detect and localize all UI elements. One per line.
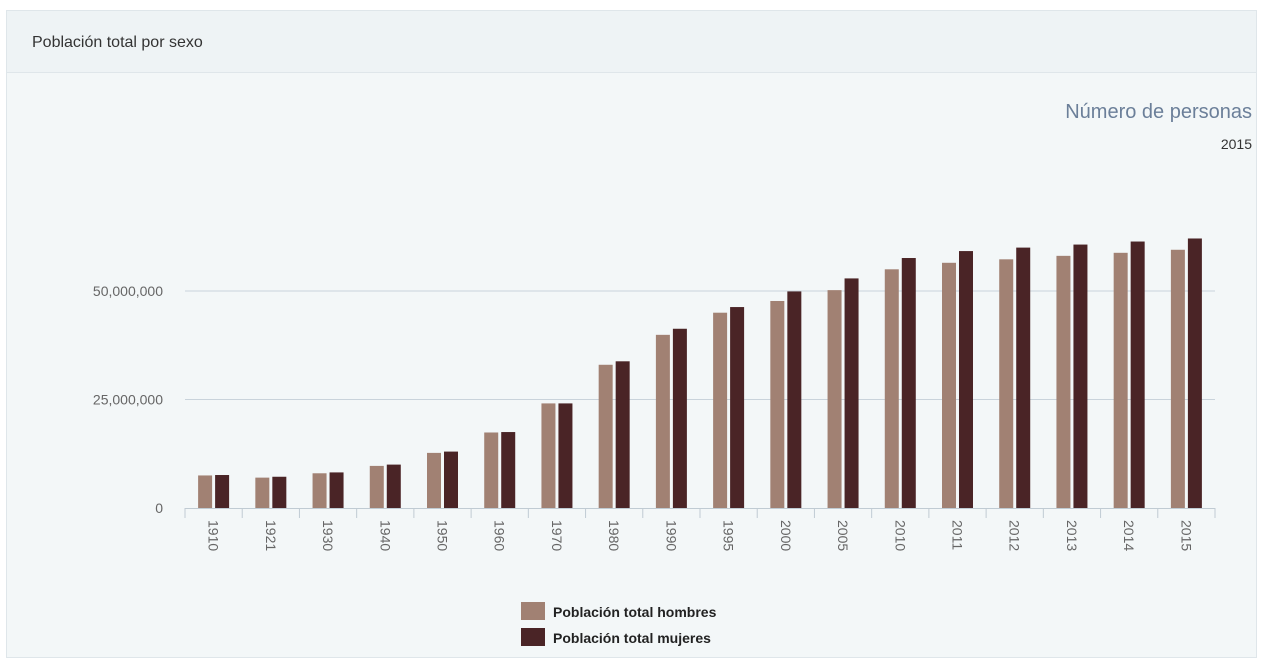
bar-mujeres xyxy=(386,464,401,508)
bar-hombres xyxy=(999,259,1014,508)
x-tick-label: 1910 xyxy=(206,520,222,551)
bar-mujeres xyxy=(1187,238,1202,508)
bar-hombres xyxy=(198,475,213,508)
y-tick-label: 25,000,000 xyxy=(93,392,163,408)
bar-hombres xyxy=(1056,255,1071,508)
bar-mujeres xyxy=(558,403,573,508)
bar-mujeres xyxy=(444,451,458,508)
x-tick-label: 2014 xyxy=(1121,520,1137,551)
bar-hombres xyxy=(655,334,670,508)
x-tick-label: 2013 xyxy=(1064,520,1080,551)
bar-mujeres xyxy=(1130,241,1145,509)
y-tick-label: 50,000,000 xyxy=(93,283,163,299)
bar-mujeres xyxy=(329,472,344,508)
chart-subtitle: 2015 xyxy=(1221,136,1252,152)
bar-mujeres xyxy=(844,278,859,508)
bar-mujeres xyxy=(215,475,230,508)
bar-mujeres xyxy=(672,328,687,508)
x-tick-label: 1990 xyxy=(663,520,679,551)
bar-hombres xyxy=(942,262,956,508)
y-tick-label: 0 xyxy=(155,500,163,516)
bar-mujeres xyxy=(730,307,745,508)
bar-hombres xyxy=(598,364,613,508)
legend-swatch xyxy=(521,602,545,620)
bar-mujeres xyxy=(1016,247,1031,508)
bar-hombres xyxy=(884,269,899,508)
panel-title: Población total por sexo xyxy=(32,34,203,51)
x-tick-label: 1921 xyxy=(263,520,279,551)
x-tick-label: 2005 xyxy=(835,520,851,551)
bar-mujeres xyxy=(272,476,287,508)
bar-hombres xyxy=(255,477,270,508)
bar-hombres xyxy=(1170,249,1185,508)
y-axis-ticks: 0 25,000,000 50,000,000 xyxy=(93,283,163,516)
bar-mujeres xyxy=(1073,244,1088,508)
bar-hombres xyxy=(713,312,728,508)
bar-mujeres xyxy=(901,258,916,508)
bar-hombres xyxy=(770,300,785,508)
x-tick-label: 1960 xyxy=(492,520,508,551)
x-tick-label: 1930 xyxy=(320,520,336,551)
bar-hombres xyxy=(427,452,441,508)
x-tick-label: 1995 xyxy=(721,520,737,551)
chart-title: Número de personas xyxy=(1065,101,1252,123)
bar-hombres xyxy=(1113,252,1128,508)
bar-mujeres xyxy=(501,432,516,508)
x-tick-label: 1970 xyxy=(549,520,565,551)
x-tick-label: 2011 xyxy=(950,520,966,550)
legend-label: Población total hombres xyxy=(553,604,717,620)
panel-header xyxy=(7,11,1256,73)
bar-mujeres xyxy=(787,291,802,508)
x-tick-label: 1940 xyxy=(377,520,393,551)
chart-panel: Población total por sexo xyxy=(6,10,1257,658)
x-tick-label: 2015 xyxy=(1178,520,1194,551)
bar-hombres xyxy=(369,465,384,508)
legend-swatch xyxy=(521,628,545,646)
bar-hombres xyxy=(541,403,556,508)
bar-hombres xyxy=(312,473,327,508)
x-tick-label: 2010 xyxy=(892,520,908,551)
x-axis-ticks: 1910 1921 1930 1940 1950 1960 1970 1980 1990 1995… xyxy=(206,520,1195,551)
bar-hombres xyxy=(484,432,499,508)
gridlines xyxy=(184,290,1216,518)
bar-mujeres xyxy=(615,361,630,508)
bars xyxy=(198,238,1202,509)
x-tick-label: 1980 xyxy=(606,520,622,551)
legend-label: Población total mujeres xyxy=(553,630,711,646)
x-tick-label: 2012 xyxy=(1007,520,1023,551)
x-tick-label: 1950 xyxy=(435,520,451,551)
bar-hombres xyxy=(827,290,842,508)
bar-mujeres xyxy=(959,251,973,508)
legend: Población total hombres Población total m… xyxy=(521,602,717,646)
x-tick-label: 2000 xyxy=(778,520,794,551)
